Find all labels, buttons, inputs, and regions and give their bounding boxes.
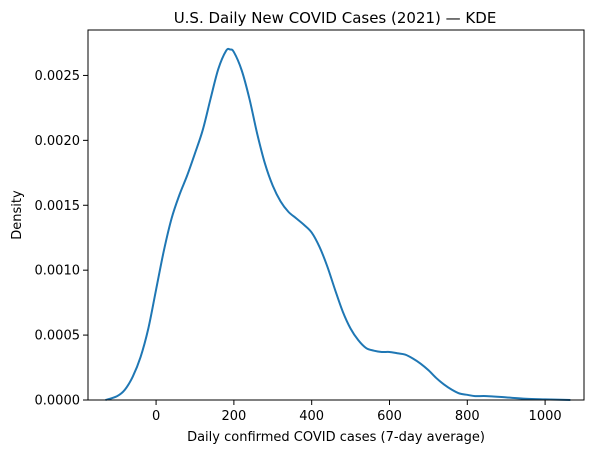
y-tick-label: 0.0015 (35, 199, 81, 214)
x-axis-label: Daily confirmed COVID cases (7-day avera… (187, 430, 485, 445)
x-tick-label: 1000 (529, 409, 562, 424)
x-tick-label: 0 (152, 409, 160, 424)
y-tick-label: 0.0005 (35, 329, 81, 344)
y-tick-label: 0.0010 (35, 264, 81, 279)
y-axis-label: Density (10, 190, 25, 240)
x-tick-label: 600 (377, 409, 402, 424)
x-tick-label: 800 (455, 409, 480, 424)
y-tick-label: 0.0025 (35, 69, 81, 84)
x-tick-label: 200 (221, 409, 246, 424)
x-tick-label: 400 (299, 409, 324, 424)
y-tick-label: 0.0000 (35, 394, 81, 409)
chart-title: U.S. Daily New COVID Cases (2021) — KDE (174, 9, 497, 27)
y-tick-label: 0.0020 (35, 134, 81, 149)
